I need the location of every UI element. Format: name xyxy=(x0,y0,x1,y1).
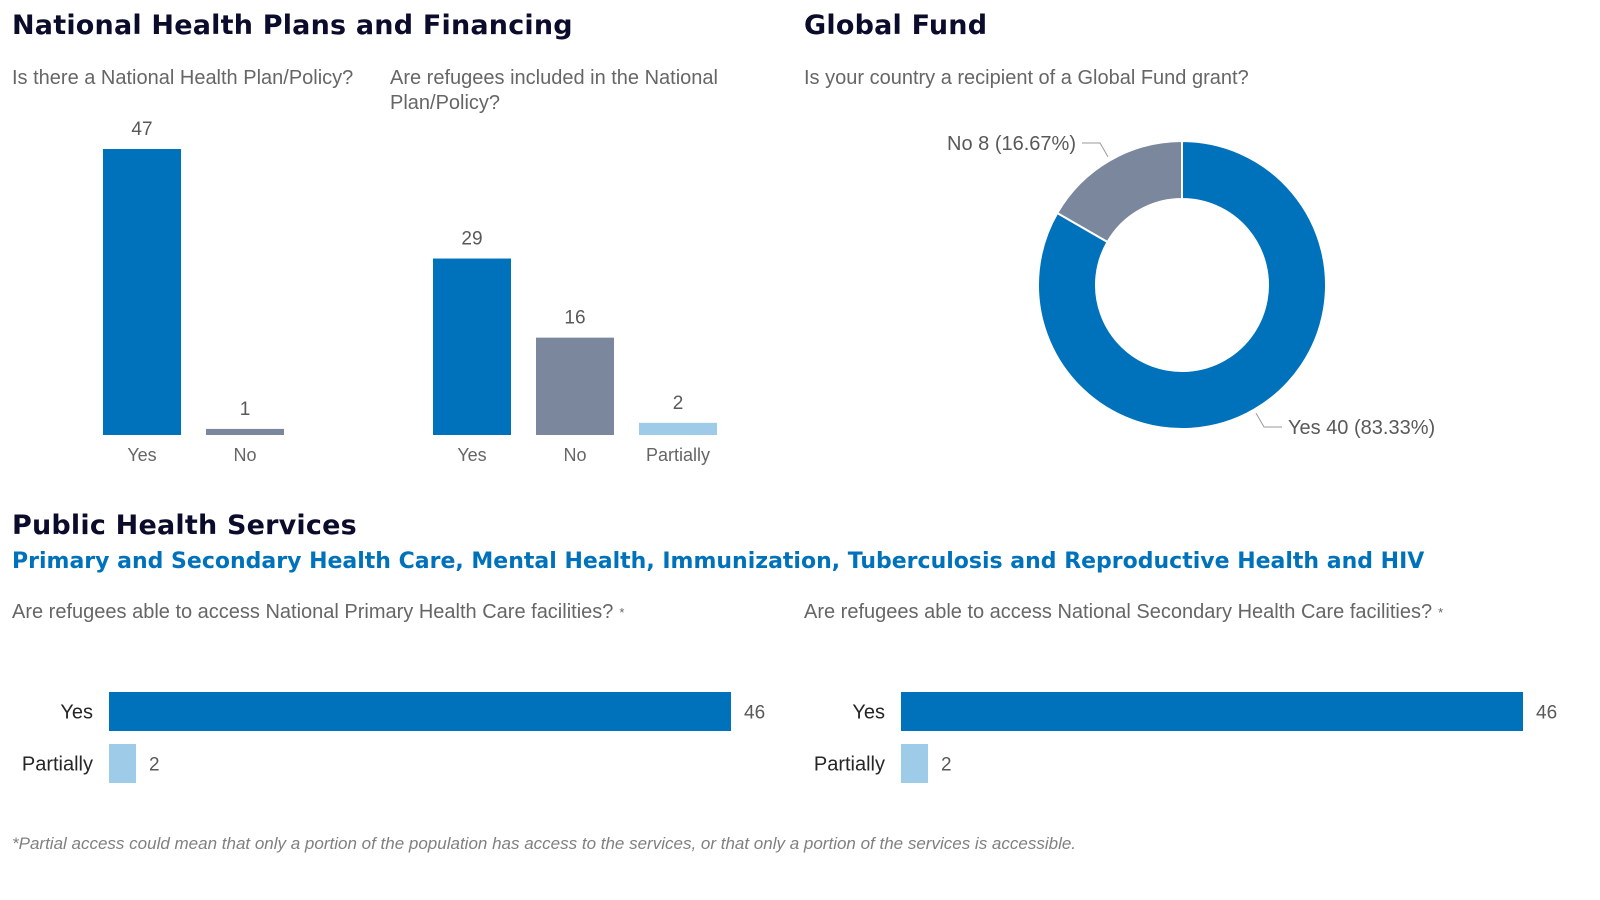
refugees-value-yes: 29 xyxy=(461,229,482,250)
chart-secondary-care: Yes 46 Partially 2 xyxy=(814,692,1557,783)
primary-bar-partially xyxy=(109,744,137,783)
section-title-public-health: Public Health Services xyxy=(12,510,357,541)
secondary-bar-partially xyxy=(901,744,929,783)
refugees-value-partially: 2 xyxy=(673,393,684,414)
refugees-category-no: No xyxy=(563,445,586,465)
refugees-bar-no xyxy=(536,337,614,435)
plan-bar-yes xyxy=(103,149,181,435)
chart-global-fund: Yes 40 (83.33%) No 8 (16.67%) xyxy=(947,133,1435,439)
bars-national-plan: 47 Yes 1 No xyxy=(103,119,284,465)
question-primary-care-text: Are refugees able to access National Pri… xyxy=(12,601,614,623)
donut-leader-no xyxy=(1082,142,1109,158)
donut-label-no: No 8 (16.67%) xyxy=(947,133,1076,155)
primary-category-yes: Yes xyxy=(60,702,93,724)
footnote: *Partial access could mean that only a p… xyxy=(12,834,1077,853)
secondary-category-partially: Partially xyxy=(814,754,885,776)
secondary-bar-yes xyxy=(901,692,1523,731)
refugees-category-yes: Yes xyxy=(457,445,486,465)
primary-value-partially: 2 xyxy=(149,755,160,776)
plan-category-no: No xyxy=(233,445,256,465)
donut-slice-yes xyxy=(1037,139,1327,430)
question-global-fund: Is your country a recipient of a Global … xyxy=(804,67,1249,89)
chart-primary-care: Yes 46 Partially 2 xyxy=(22,692,765,783)
question-primary-care: Are refugees able to access National Pri… xyxy=(12,600,772,625)
refugees-value-no: 16 xyxy=(564,308,585,329)
bars-primary-care: Yes 46 Partially 2 xyxy=(22,692,765,783)
asterisk-secondary: * xyxy=(1438,605,1444,620)
section-subtitle-public-health: Primary and Secondary Health Care, Menta… xyxy=(12,549,1425,574)
chart-national-plan: 47 Yes 1 No xyxy=(103,119,284,465)
primary-category-partially: Partially xyxy=(22,754,93,776)
primary-bar-yes xyxy=(109,692,731,731)
plan-category-yes: Yes xyxy=(127,445,156,465)
section-title-global-fund: Global Fund xyxy=(804,10,988,41)
question-secondary-care: Are refugees able to access National Sec… xyxy=(804,600,1584,625)
question-national-plan: Is there a National Health Plan/Policy? xyxy=(12,67,354,89)
refugees-category-partially: Partially xyxy=(646,445,710,465)
asterisk-primary: * xyxy=(619,605,625,620)
bars-refugees-included: 29 Yes 16 No 2 Partially xyxy=(433,229,717,465)
question-refugees-included: Are refugees included in the National Pl… xyxy=(390,67,718,114)
plan-value-yes: 47 xyxy=(131,119,152,140)
refugees-bar-yes xyxy=(433,258,511,435)
question-secondary-care-text: Are refugees able to access National Sec… xyxy=(804,601,1433,623)
secondary-value-partially: 2 xyxy=(941,755,952,776)
section-title-national: National Health Plans and Financing xyxy=(12,10,573,41)
refugees-bar-partially xyxy=(639,422,717,435)
bars-secondary-care: Yes 46 Partially 2 xyxy=(814,692,1557,783)
donut-leader-yes xyxy=(1255,412,1282,428)
plan-value-no: 1 xyxy=(240,399,251,420)
donut-slice-no xyxy=(1055,139,1183,244)
donut-global-fund: Yes 40 (83.33%) No 8 (16.67%) xyxy=(947,133,1435,439)
donut-label-yes: Yes 40 (83.33%) xyxy=(1288,417,1435,439)
primary-value-yes: 46 xyxy=(744,703,765,724)
secondary-value-yes: 46 xyxy=(1536,703,1557,724)
chart-refugees-included: 29 Yes 16 No 2 Partially xyxy=(433,229,717,465)
plan-bar-no xyxy=(206,428,284,435)
secondary-category-yes: Yes xyxy=(852,702,885,724)
